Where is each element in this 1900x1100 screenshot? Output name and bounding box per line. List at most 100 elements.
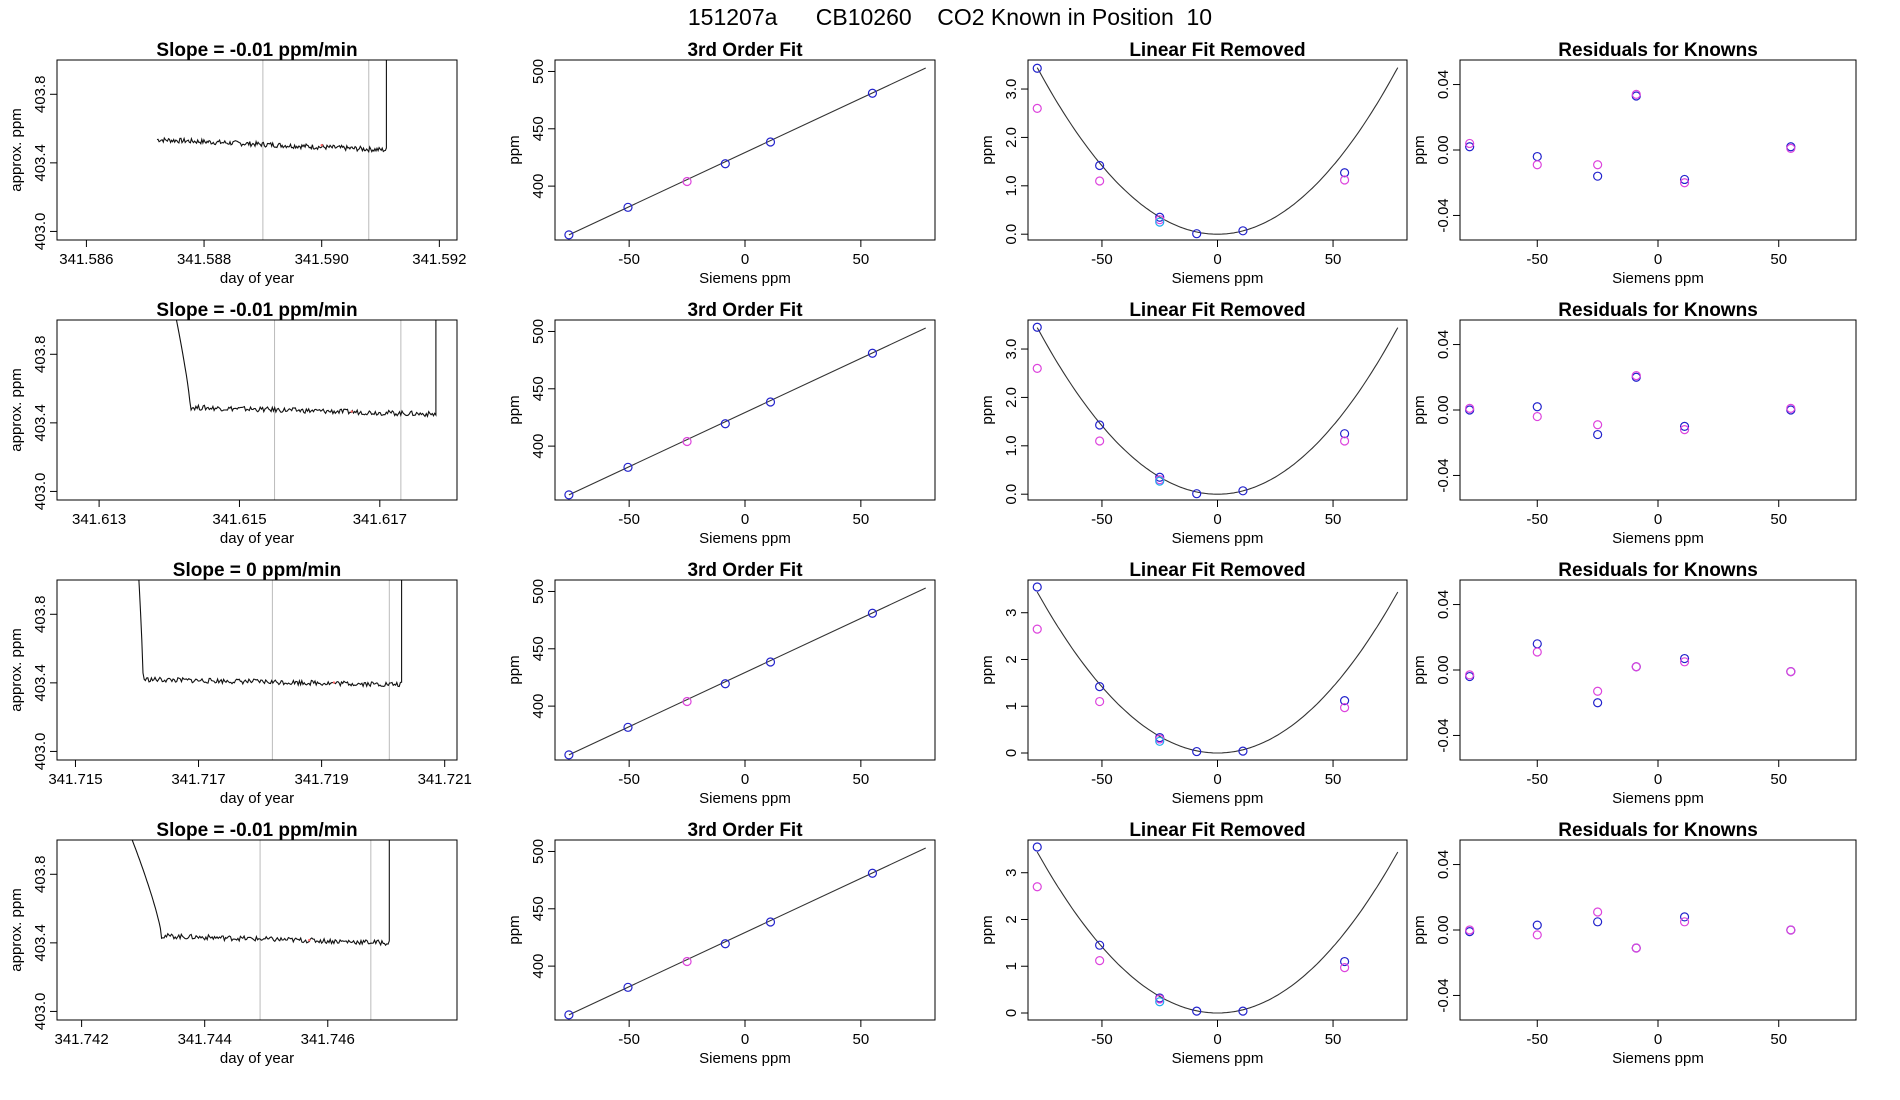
- data-point: [1340, 956, 1350, 967]
- y-axis-label: approx. ppm: [8, 108, 25, 191]
- x-tick-label: -50: [618, 771, 640, 788]
- x-tick-label: 50: [1770, 771, 1787, 788]
- x-tick-label: 0: [1213, 771, 1221, 788]
- data-point: [1631, 662, 1641, 672]
- y-tick-label: 0: [1003, 749, 1020, 757]
- fit-line: [568, 67, 926, 236]
- x-tick-label: 0: [741, 511, 749, 528]
- data-point: [867, 608, 878, 618]
- y-axis-label: approx. ppm: [8, 368, 25, 451]
- plot-area: [1465, 89, 1796, 188]
- x-tick-label: 0: [741, 251, 749, 268]
- y-tick-label: 403.8: [32, 596, 49, 634]
- data-point: [1032, 363, 1042, 373]
- x-axis-label: Siemens ppm: [1172, 270, 1264, 287]
- plot-frame: [56, 319, 458, 501]
- x-tick-label: 0: [1654, 1031, 1662, 1048]
- plot-frame: [1459, 59, 1857, 241]
- panel-r3-c3: Residuals for Knowns -50 0 50 -0.04 0.00 0.04 S…: [1411, 820, 1857, 1067]
- y-tick-label: 3.0: [1003, 79, 1020, 100]
- x-tick-label: 341.588: [177, 251, 231, 268]
- y-tick-label: 0.00: [1435, 915, 1452, 944]
- panel-title: Slope = 0 ppm/min: [173, 560, 341, 581]
- plot-area: [1465, 907, 1796, 953]
- y-tick-label: -0.04: [1435, 458, 1452, 492]
- panel-r3-c0: Slope = -0.01 ppm/min 341.742 341.744 341.7…: [8, 820, 458, 1067]
- data-point: [1095, 681, 1105, 692]
- x-axis-label: Siemens ppm: [1172, 1050, 1264, 1067]
- x-tick-label: -50: [1526, 1031, 1548, 1048]
- panel-title: Linear Fit Removed: [1129, 820, 1305, 841]
- plot-frame: [554, 319, 936, 501]
- x-tick-label: 341.719: [294, 771, 348, 788]
- data-point: [1465, 925, 1475, 935]
- data-point: [1532, 160, 1542, 170]
- x-tick-label: 50: [1770, 1031, 1787, 1048]
- x-tick-label: 50: [853, 251, 870, 268]
- data-point: [1155, 217, 1165, 227]
- panel-r2-c2: Linear Fit Removed -50 0 50 0 1 2 3 Siemens ppm p…: [979, 560, 1408, 807]
- data-point: [1532, 402, 1542, 412]
- data-point: [720, 939, 730, 949]
- x-tick-label: 341.590: [295, 251, 349, 268]
- plot-area: [1032, 842, 1399, 1016]
- data-point: [1032, 624, 1042, 634]
- x-tick-label: 0: [1213, 251, 1221, 268]
- data-point: [1095, 420, 1105, 430]
- data-point: [1593, 917, 1603, 927]
- x-tick-label: 0: [1213, 511, 1221, 528]
- data-point: [1593, 698, 1603, 708]
- y-tick-label: -0.04: [1435, 978, 1452, 1012]
- panel-title: Slope = -0.01 ppm/min: [156, 820, 357, 841]
- data-point: [1032, 103, 1042, 113]
- x-tick-label: 341.715: [48, 771, 102, 788]
- plot-frame: [56, 59, 458, 241]
- plot-area: [1032, 63, 1399, 239]
- fit-curve: [1036, 327, 1399, 495]
- y-axis-label: ppm: [979, 655, 996, 684]
- panel-title: Residuals for Knowns: [1558, 560, 1758, 581]
- y-axis-label: ppm: [506, 395, 523, 424]
- x-axis-label: day of year: [220, 790, 294, 807]
- x-tick-label: -50: [1526, 251, 1548, 268]
- data-point: [1340, 168, 1350, 178]
- x-tick-label: 0: [1654, 771, 1662, 788]
- x-tick-label: -50: [1091, 1031, 1113, 1048]
- x-tick-label: 50: [1325, 771, 1342, 788]
- fit-line: [568, 847, 926, 1016]
- data-point: [682, 176, 692, 187]
- data-point: [720, 679, 730, 689]
- data-point: [1340, 696, 1350, 706]
- y-axis-label: ppm: [979, 915, 996, 944]
- y-axis-label: ppm: [979, 135, 996, 164]
- x-tick-label: 0: [741, 771, 749, 788]
- data-point: [1532, 411, 1542, 422]
- y-tick-label: 403.4: [32, 144, 49, 182]
- y-tick-label: 403.0: [32, 473, 49, 511]
- plot-area: [1465, 371, 1796, 440]
- x-axis-label: Siemens ppm: [1612, 270, 1704, 287]
- panel-r2-c0: Slope = 0 ppm/min 341.715 341.717 341.719 34…: [8, 560, 472, 807]
- x-tick-label: 50: [853, 771, 870, 788]
- data-point: [1340, 429, 1350, 439]
- plot-frame: [554, 59, 936, 241]
- y-tick-label: 0.00: [1435, 395, 1452, 424]
- x-tick-label: 0: [1654, 511, 1662, 528]
- y-tick-label: -0.04: [1435, 198, 1452, 232]
- fit-line: [568, 587, 926, 756]
- plot-area: [564, 847, 926, 1020]
- y-tick-label: 403.0: [32, 213, 49, 251]
- data-point: [1095, 176, 1105, 186]
- plot-frame: [1027, 319, 1408, 501]
- y-axis-label: ppm: [506, 655, 523, 684]
- plot-frame: [1459, 579, 1857, 761]
- plot-area: [1032, 582, 1399, 757]
- panel-title: Slope = -0.01 ppm/min: [156, 40, 357, 61]
- plot-area: [564, 67, 926, 240]
- y-tick-label: 403.0: [32, 993, 49, 1031]
- data-point: [765, 917, 776, 927]
- data-point: [1095, 940, 1105, 950]
- x-tick-label: 0: [1654, 251, 1662, 268]
- y-tick-label: 3.0: [1003, 339, 1020, 360]
- panel-title: Linear Fit Removed: [1129, 560, 1305, 581]
